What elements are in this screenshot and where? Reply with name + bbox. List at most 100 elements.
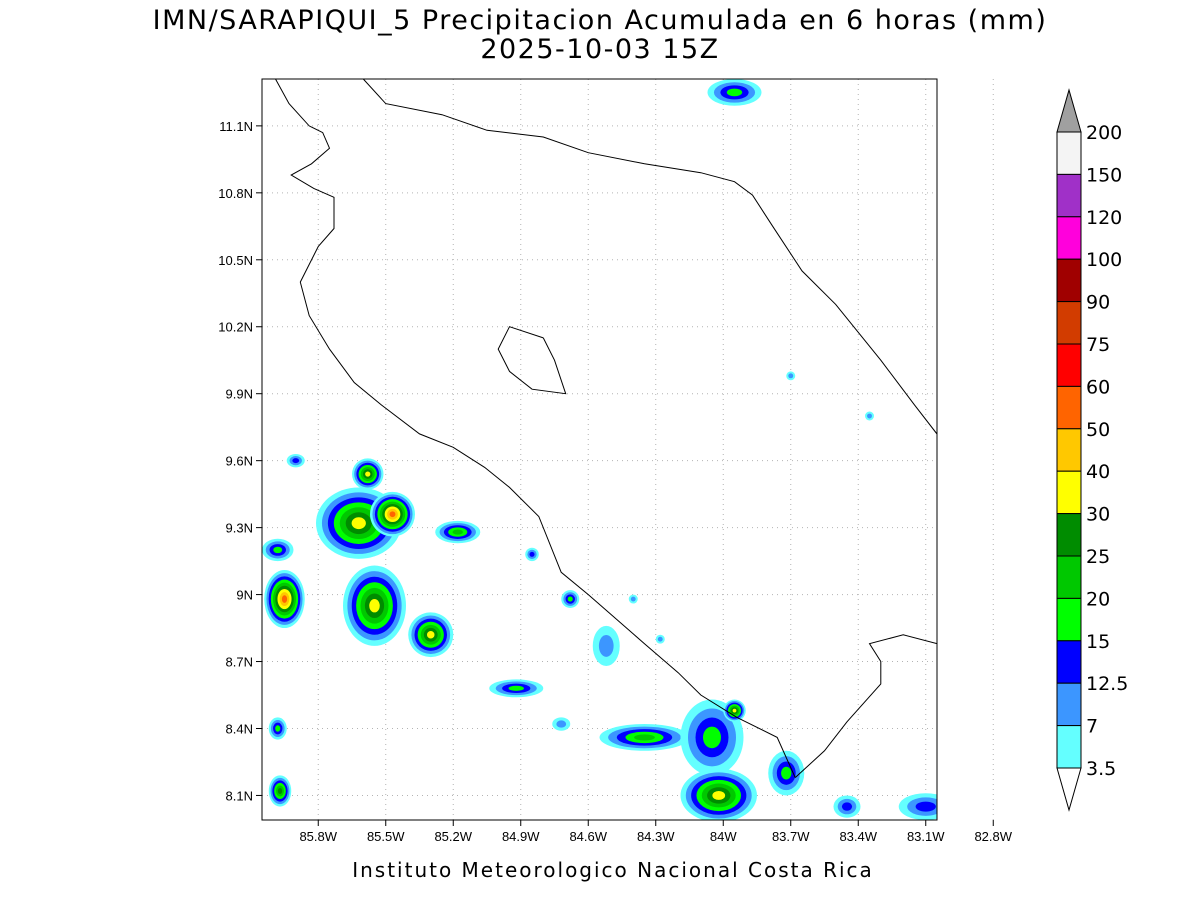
colorbar-label: 15 bbox=[1086, 631, 1110, 653]
precip-cell bbox=[370, 491, 415, 537]
x-tick-label: 84W bbox=[710, 829, 737, 844]
coastline-segment bbox=[362, 79, 937, 435]
precip-contour bbox=[630, 596, 636, 602]
precip-cell bbox=[655, 634, 665, 644]
x-tick-label: 83.7W bbox=[772, 829, 810, 844]
precip-cell bbox=[489, 679, 544, 698]
precip-contour bbox=[598, 634, 614, 657]
coastline-segment bbox=[497, 326, 567, 395]
precip-cell bbox=[343, 565, 406, 646]
precip-contour bbox=[281, 595, 288, 603]
x-tick-label: 85.5W bbox=[367, 829, 405, 844]
y-tick-label: 10.5N bbox=[218, 253, 253, 268]
latitude-axis: 11.1N 10.8N 10.5N 10.2N 9.9N 9.6N 9.3N 9N 8.7N 8.… bbox=[218, 119, 262, 803]
precip-cell bbox=[628, 594, 638, 604]
colorbar-swatch bbox=[1056, 682, 1082, 727]
longitude-axis: 85.8W 85.5W 85.2W 84.9W 84.6W 84.3W 84W 83.7W 83… bbox=[299, 820, 1013, 844]
colorbar-label: 75 bbox=[1086, 334, 1110, 356]
precip-contour bbox=[365, 471, 371, 477]
y-tick-label: 8.1N bbox=[226, 788, 253, 803]
precip-cell bbox=[599, 724, 690, 751]
precip-cell bbox=[786, 371, 796, 381]
y-tick-label: 8.7N bbox=[226, 655, 253, 670]
precip-cell bbox=[592, 625, 620, 666]
precip-contour bbox=[1023, 310, 1044, 344]
colorbar-swatch bbox=[1056, 555, 1082, 599]
precip-contour bbox=[529, 551, 535, 557]
colorbar-legend: 200 150 120 100 90 75 60 50 40 30 25 20 15 12.5 7 3.5 bbox=[1056, 88, 1128, 812]
colorbar-swatch bbox=[1056, 173, 1082, 218]
precip-contour bbox=[273, 546, 283, 554]
colorbar-min-arrow bbox=[1056, 767, 1082, 812]
precip-contour bbox=[726, 88, 743, 97]
y-tick-label: 8.4N bbox=[226, 721, 253, 736]
x-tick-label: 84.3W bbox=[637, 829, 675, 844]
precip-contour bbox=[369, 599, 380, 613]
x-tick-label: 83.1W bbox=[907, 829, 945, 844]
precip-cell bbox=[898, 793, 937, 820]
precip-contour bbox=[351, 517, 366, 530]
colorbar-swatch bbox=[1056, 258, 1082, 303]
colorbar-label: 150 bbox=[1086, 164, 1122, 186]
precip-cell bbox=[525, 547, 539, 562]
map-grid bbox=[262, 79, 994, 820]
precip-contour bbox=[508, 685, 524, 691]
precip-cell bbox=[680, 768, 757, 820]
precip-cell bbox=[286, 453, 305, 468]
precip-contour bbox=[703, 726, 721, 749]
map-title: IMN/SARAPIQUI_5 Precipitacion Acumulada … bbox=[153, 5, 1048, 36]
precip-contour bbox=[292, 458, 300, 464]
colorbar-swatch bbox=[1056, 470, 1082, 515]
colorbar-label: 30 bbox=[1086, 504, 1110, 526]
colorbar-swatch bbox=[1056, 725, 1082, 769]
precip-cell bbox=[865, 411, 874, 421]
colorbar-label: 20 bbox=[1086, 588, 1110, 610]
colorbar-label: 7 bbox=[1086, 716, 1098, 738]
precip-contour bbox=[946, 478, 951, 488]
precip-cell bbox=[435, 520, 481, 544]
precip-contour bbox=[275, 725, 281, 732]
colorbar-swatch bbox=[1056, 640, 1082, 684]
precip-cell bbox=[833, 795, 861, 818]
precip-cell bbox=[352, 458, 384, 490]
colorbar-label: 100 bbox=[1086, 249, 1122, 271]
x-tick-label: 84.9W bbox=[502, 829, 540, 844]
precip-cell bbox=[1020, 304, 1047, 349]
precip-cell bbox=[944, 474, 953, 492]
precip-contour bbox=[732, 708, 737, 713]
colorbar-label: 3.5 bbox=[1086, 758, 1116, 780]
x-tick-label: 85.8W bbox=[299, 829, 337, 844]
map-subtitle-date: 2025-10-03 15Z bbox=[480, 34, 719, 65]
colorbar-swatch bbox=[1056, 597, 1082, 642]
x-tick-label: 82.8W bbox=[974, 829, 1012, 844]
colorbar-label: 40 bbox=[1086, 461, 1110, 483]
precip-contour bbox=[867, 413, 872, 419]
precip-cell bbox=[262, 538, 294, 562]
precip-cell bbox=[707, 79, 762, 106]
map-frame bbox=[261, 78, 938, 821]
precip-cell bbox=[268, 717, 287, 740]
precip-contour bbox=[915, 801, 936, 812]
precip-contour bbox=[427, 631, 435, 639]
colorbar-label: 25 bbox=[1086, 546, 1110, 568]
colorbar-label: 120 bbox=[1086, 207, 1122, 229]
y-tick-label: 11.1N bbox=[219, 119, 253, 134]
colorbar-label: 90 bbox=[1086, 292, 1110, 314]
colorbar-label: 60 bbox=[1086, 376, 1110, 398]
y-tick-label: 10.8N bbox=[218, 186, 253, 201]
footer-credit: Instituto Meteorologico Nacional Costa R… bbox=[352, 858, 874, 882]
precip-contour bbox=[712, 790, 726, 800]
x-tick-label: 85.2W bbox=[434, 829, 472, 844]
precip-contour bbox=[389, 511, 396, 518]
coastline-segment bbox=[794, 634, 937, 778]
y-tick-label: 9.9N bbox=[226, 387, 253, 402]
y-tick-label: 9.6N bbox=[226, 454, 253, 469]
y-tick-label: 9N bbox=[236, 588, 253, 603]
precip-contour bbox=[1020, 304, 1047, 349]
precip-cell bbox=[561, 590, 580, 608]
x-tick-label: 84.6W bbox=[569, 829, 607, 844]
precip-contour bbox=[277, 787, 283, 795]
x-tick-label: 83.4W bbox=[839, 829, 877, 844]
colorbar-swatch bbox=[1056, 428, 1082, 472]
